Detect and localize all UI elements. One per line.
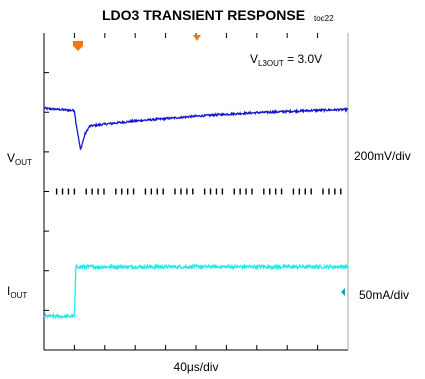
chart-title: LDO3 TRANSIENT RESPONSE xyxy=(102,7,306,23)
traces xyxy=(43,106,349,320)
graticule-dot xyxy=(292,188,295,195)
graticule-dot xyxy=(251,188,253,195)
graticule-dot xyxy=(180,188,182,195)
graticule-dot xyxy=(239,188,241,195)
graticule-dot xyxy=(215,188,218,195)
graticule-dot xyxy=(115,188,117,195)
graticule-dot xyxy=(274,188,277,195)
graticule-dot xyxy=(55,188,58,195)
graticule-dot xyxy=(150,188,153,195)
graticule-dot xyxy=(144,188,147,195)
trigger-level-marker xyxy=(193,35,201,41)
graticule-dot xyxy=(221,188,224,195)
condition-label: VL3OUT = 3.0V xyxy=(250,52,322,68)
graticule-dot xyxy=(269,188,271,195)
graticule-dot xyxy=(162,188,164,195)
graticule-dot xyxy=(304,188,306,195)
graticule-dot xyxy=(233,188,235,195)
graticule-dot xyxy=(174,188,176,195)
graticule-dot xyxy=(91,188,93,195)
graticule-dot xyxy=(186,188,188,195)
graticule-dot xyxy=(280,188,283,195)
graticule-dot xyxy=(340,188,342,195)
trace-vout xyxy=(43,106,349,150)
markers xyxy=(73,35,345,296)
graticule-dot xyxy=(85,188,87,195)
graticule-dot xyxy=(245,188,247,195)
time-scale-label: 40μs/div xyxy=(174,360,219,374)
graticule-dot xyxy=(192,188,194,195)
graticule-dot xyxy=(203,188,206,195)
graticule-dot xyxy=(209,188,212,195)
labels: VL3OUT = 3.0V VOUT IOUT 200mV/div 50mA/div 40… xyxy=(7,52,411,374)
graticule-dot xyxy=(132,188,135,195)
graticule-dot xyxy=(67,188,70,195)
graticule-dots xyxy=(55,188,342,195)
graticule-dot xyxy=(334,188,336,195)
trace-iout xyxy=(43,262,349,320)
graticule-dot xyxy=(97,188,99,195)
graticule-dot xyxy=(322,188,324,195)
graticule-dot xyxy=(126,188,129,195)
graticule-dot xyxy=(156,188,158,195)
graticule-dot xyxy=(121,188,123,195)
graticule-dot xyxy=(263,188,265,195)
trigger-position-marker xyxy=(73,41,83,51)
graticule-dot xyxy=(310,188,312,195)
graticule-dot xyxy=(328,188,330,195)
figure-tag: toc22 xyxy=(314,14,334,23)
vout-scale-label: 200mV/div xyxy=(354,149,411,163)
channel-ground-marker xyxy=(341,288,345,296)
graticule-dot xyxy=(73,188,76,195)
plot-frame xyxy=(43,33,349,351)
graticule-dot xyxy=(61,188,64,195)
iout-label: IOUT xyxy=(7,284,27,300)
vout-label: VOUT xyxy=(7,151,32,167)
graticule-dot xyxy=(298,188,301,195)
graticule-dot xyxy=(103,188,105,195)
iout-scale-label: 50mA/div xyxy=(359,288,409,302)
